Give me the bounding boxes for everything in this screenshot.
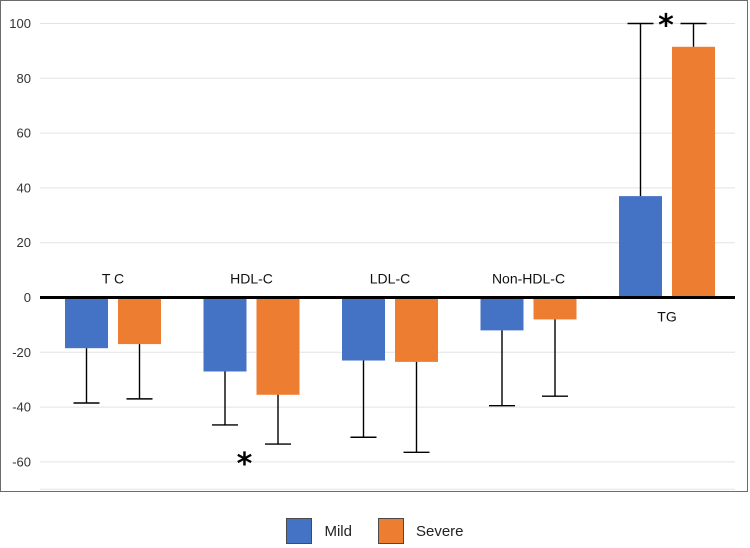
significance-asterisk: * (237, 447, 253, 482)
y-tick-label: 100 (9, 16, 31, 31)
y-tick-label: -40 (12, 400, 31, 415)
legend-label-mild: Mild (324, 522, 352, 540)
y-tick-label: 60 (17, 126, 31, 141)
legend: Mild Severe (0, 518, 750, 544)
y-tick-label: 0 (24, 290, 31, 305)
bar-mild-4 (619, 196, 662, 298)
significance-annotations: ** (237, 9, 675, 483)
y-axis-ticks: -60 -40 -20 0 20 40 60 80 100 (9, 16, 31, 469)
y-tick-label: -60 (12, 454, 31, 469)
y-tick-label: 40 (17, 180, 31, 195)
legend-label-severe: Severe (415, 522, 464, 540)
category-label: Non-HDL-C (492, 271, 565, 287)
chart-frame (0, 0, 748, 492)
category-labels: T C HDL-C LDL-C Non-HDL-C TG (102, 271, 677, 325)
bar-severe-1 (256, 297, 300, 395)
category-label: HDL-C (230, 271, 273, 287)
y-tick-label: 20 (17, 235, 31, 250)
bar-mild-3 (480, 297, 524, 331)
significance-asterisk: * (658, 9, 674, 44)
bar-severe-3 (533, 297, 577, 320)
bar-mild-0 (65, 297, 108, 349)
category-label: LDL-C (370, 271, 410, 287)
bar-severe-2 (395, 297, 438, 362)
category-label: TG (657, 309, 676, 325)
bar-mild-1 (203, 297, 247, 372)
bar-severe-4 (672, 46, 715, 298)
category-label: T C (102, 271, 124, 287)
legend-item-severe: Severe (377, 518, 464, 544)
legend-item-mild: Mild (286, 518, 352, 544)
y-tick-label: 80 (17, 71, 31, 86)
error-bars (73, 22, 707, 454)
legend-swatch-mild (286, 518, 313, 544)
y-tick-label: -20 (12, 345, 31, 360)
bar-mild-2 (342, 297, 385, 361)
bar-chart: -60 -40 -20 0 20 40 60 80 100 T C HDL-C LDL-C Non-H… (9, 9, 735, 490)
bar-severe-0 (118, 297, 161, 345)
legend-swatch-severe (377, 518, 404, 544)
bars (65, 46, 715, 395)
